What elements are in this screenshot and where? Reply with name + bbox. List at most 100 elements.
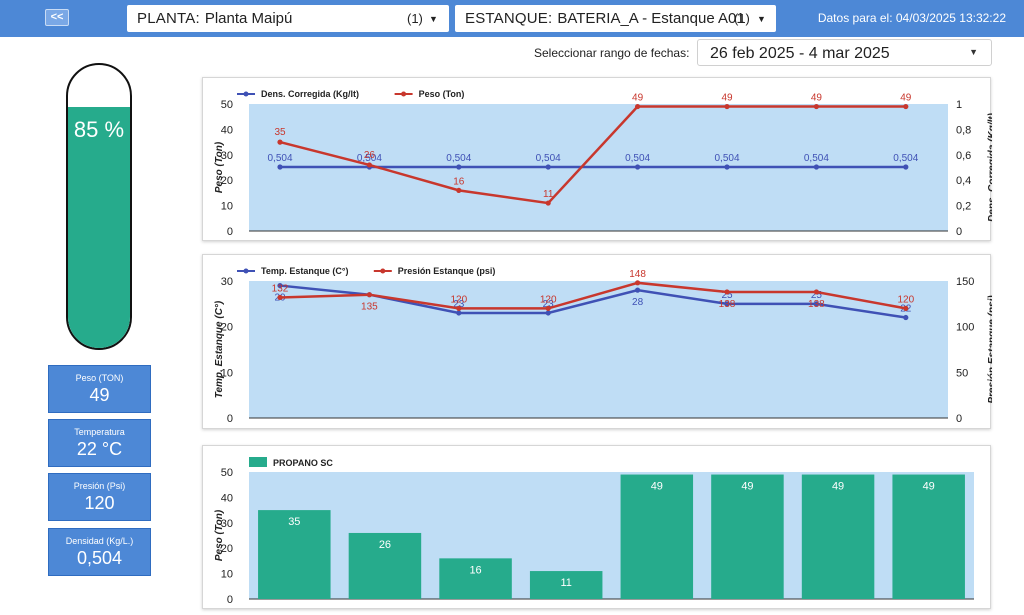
legend-label: Temp. Estanque (C°) bbox=[261, 266, 348, 276]
legend-marker bbox=[380, 268, 386, 274]
data-label: 0,504 bbox=[536, 153, 561, 164]
y-tick-label: 0 bbox=[227, 413, 233, 425]
legend-swatch bbox=[249, 457, 267, 467]
chevron-down-icon[interactable]: ▼ bbox=[429, 13, 438, 24]
data-label: 23 bbox=[543, 299, 555, 310]
data-point bbox=[456, 164, 462, 170]
data-point bbox=[635, 164, 641, 170]
data-point bbox=[813, 301, 820, 307]
bar-value-label: 49 bbox=[741, 481, 753, 493]
date-range-select[interactable]: 26 feb 2025 - 4 mar 2025 ▼ bbox=[697, 39, 992, 66]
presion-card-value: 120 bbox=[84, 493, 115, 513]
chevron-down-icon[interactable]: ▼ bbox=[969, 47, 978, 57]
data-point bbox=[545, 310, 551, 316]
presion-card: Presión (Psi) 120 bbox=[48, 473, 151, 521]
y-tick-label: 20 bbox=[221, 322, 233, 334]
estanque-filter-count: (1) bbox=[734, 11, 750, 26]
data-point bbox=[635, 280, 641, 286]
data-label: 49 bbox=[900, 93, 912, 104]
y-tick-label: 50 bbox=[221, 467, 233, 479]
data-label: 120 bbox=[450, 294, 467, 305]
data-label: 28 bbox=[632, 297, 644, 308]
y-tick-label: 0 bbox=[227, 226, 233, 238]
data-label: 135 bbox=[361, 302, 378, 313]
data-label: 49 bbox=[632, 93, 644, 104]
data-point bbox=[724, 289, 730, 295]
y-tick-label: 30 bbox=[221, 150, 233, 162]
estanque-filter-value: BATERIA_A - Estanque A01 bbox=[557, 10, 745, 27]
data-point bbox=[903, 164, 909, 170]
temp-presion-chart: 0 10 20 30 0 50 100 150 Temp. Estanque (C°) Presi… bbox=[214, 266, 998, 425]
propano-bar-chart-panel: 0 10 20 30 40 50 Peso (Ton) PROPANO SC 35 26 16 11 4… bbox=[202, 445, 991, 609]
data-label: 0,504 bbox=[267, 153, 292, 164]
data-point bbox=[724, 301, 730, 307]
y2-tick-label: 0,6 bbox=[956, 150, 971, 162]
data-label: 132 bbox=[272, 283, 289, 294]
densidad-card: Densidad (Kg/L.) 0,504 bbox=[48, 528, 151, 576]
date-range-label: Seleccionar rango de fechas: bbox=[534, 46, 690, 60]
bar-value-label: 35 bbox=[288, 516, 300, 528]
y-tick-label: 30 bbox=[221, 518, 233, 530]
y2-axis-title: Presión Estanque (psi) bbox=[987, 295, 992, 404]
date-range-value: 26 feb 2025 - 4 mar 2025 bbox=[710, 45, 890, 62]
legend-marker bbox=[243, 268, 249, 274]
legend-label: Dens. Corregida (Kg/lt) bbox=[261, 89, 359, 99]
data-label: 35 bbox=[274, 127, 286, 138]
data-point bbox=[545, 164, 551, 170]
data-label: 138 bbox=[719, 299, 736, 310]
tank-level-fill bbox=[68, 107, 130, 348]
legend-marker bbox=[401, 91, 407, 97]
y-tick-label: 20 bbox=[221, 175, 233, 187]
y2-tick-label: 0,2 bbox=[956, 201, 971, 213]
data-point bbox=[813, 164, 820, 170]
data-label: 49 bbox=[811, 93, 823, 104]
y2-tick-label: 0,8 bbox=[956, 124, 971, 136]
data-point bbox=[277, 139, 283, 145]
data-point bbox=[903, 314, 909, 321]
planta-filter[interactable]: PLANTA: Planta Maipú (1) ▼ bbox=[127, 5, 449, 32]
data-label: 16 bbox=[453, 176, 465, 187]
y2-tick-label: 0 bbox=[956, 413, 962, 425]
data-point bbox=[903, 103, 909, 110]
planta-filter-label: PLANTA: bbox=[137, 10, 200, 27]
data-point bbox=[277, 282, 283, 289]
peso-card-value: 49 bbox=[89, 385, 110, 405]
legend-marker bbox=[243, 91, 249, 97]
data-label: 26 bbox=[364, 150, 376, 161]
data-point bbox=[545, 200, 551, 206]
data-label: 25 bbox=[721, 290, 733, 301]
data-point bbox=[724, 103, 730, 110]
y-tick-label: 10 bbox=[221, 201, 233, 213]
data-label: 23 bbox=[453, 299, 465, 310]
y-tick-label: 40 bbox=[221, 492, 233, 504]
y2-axis-title: Dens. Corregida (Kg/lt) bbox=[987, 112, 992, 222]
y2-tick-label: 0 bbox=[956, 226, 962, 238]
y-tick-label: 20 bbox=[221, 543, 233, 555]
data-label: 25 bbox=[811, 290, 823, 301]
data-timestamp: Datos para el: 04/03/2025 13:32:22 bbox=[817, 11, 1006, 25]
estanque-filter[interactable]: ESTANQUE: BATERIA_A - Estanque A01 (1) ▼ bbox=[455, 5, 776, 32]
data-label: 0,504 bbox=[625, 153, 650, 164]
y-tick-label: 50 bbox=[221, 99, 233, 111]
data-point bbox=[724, 164, 730, 170]
data-label: 0,504 bbox=[893, 153, 918, 164]
presion-card-title: Presión (Psi) bbox=[73, 481, 126, 491]
bar bbox=[348, 532, 422, 599]
y2-tick-label: 50 bbox=[956, 367, 968, 379]
legend-label: Peso (Ton) bbox=[419, 89, 465, 99]
bar bbox=[258, 510, 331, 599]
y-tick-label: 10 bbox=[221, 569, 233, 581]
y2-tick-label: 100 bbox=[956, 322, 974, 334]
series-line bbox=[279, 281, 907, 310]
bar-value-label: 26 bbox=[379, 539, 391, 551]
data-point bbox=[903, 305, 909, 311]
densidad-card-value: 0,504 bbox=[76, 548, 123, 568]
chevron-down-icon[interactable]: ▼ bbox=[757, 13, 766, 24]
data-label: 0,504 bbox=[446, 153, 471, 164]
bar bbox=[711, 474, 784, 599]
temp-presion-chart-panel: 0 10 20 30 0 50 100 150 Temp. Estanque (C°) Presi… bbox=[202, 254, 998, 429]
collapse-button[interactable]: << bbox=[45, 9, 69, 26]
data-point bbox=[277, 164, 283, 170]
data-point bbox=[635, 287, 641, 293]
peso-densidad-chart: 0 10 20 30 40 50 0 0,2 0,4 0,6 0,8 1 Peso (Ton) Dens.… bbox=[214, 89, 998, 238]
